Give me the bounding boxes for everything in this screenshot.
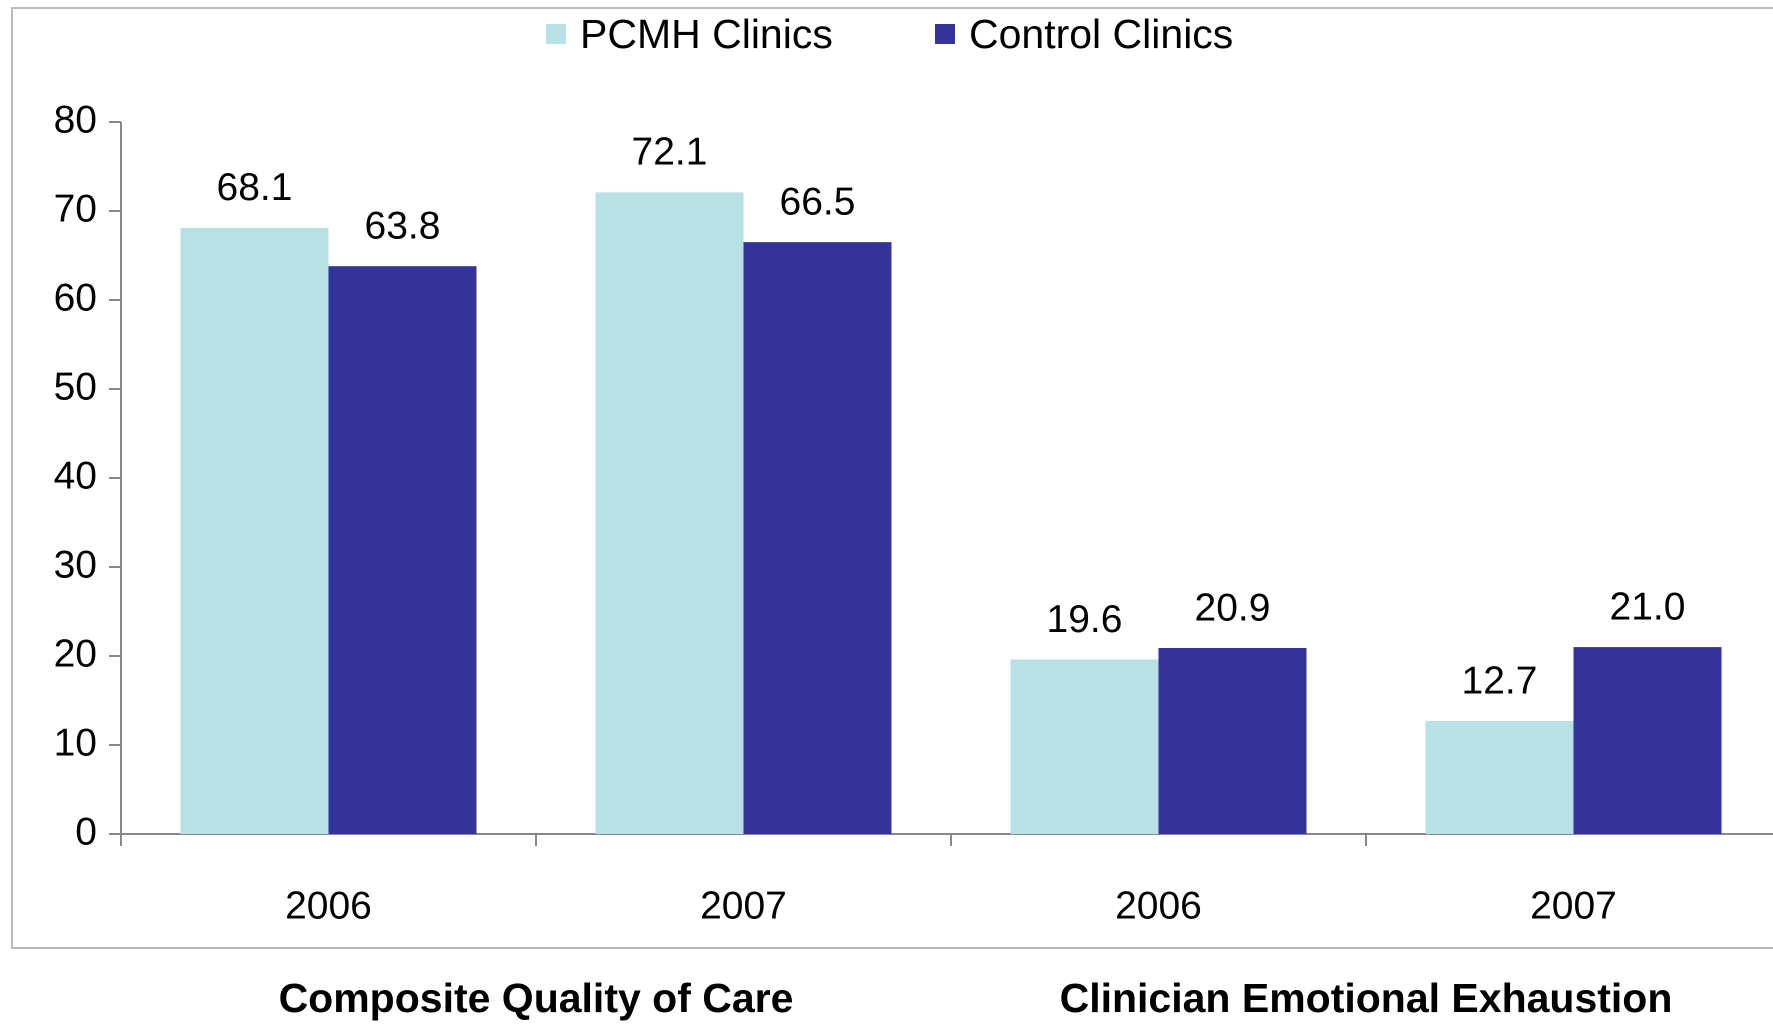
legend-label: Control Clinics	[969, 11, 1233, 57]
y-tick-label: 10	[54, 721, 97, 764]
y-tick-label: 70	[54, 187, 97, 230]
bar	[180, 227, 329, 834]
bar	[1425, 720, 1574, 834]
y-tick-label: 80	[54, 98, 97, 141]
bar	[743, 242, 892, 834]
bar	[595, 192, 744, 834]
group-label: Composite Quality of Care	[279, 975, 794, 1021]
y-tick-label: 50	[54, 365, 97, 408]
x-tick-label: 2006	[1115, 884, 1202, 927]
y-tick-label: 60	[54, 276, 97, 319]
x-tick-label: 2006	[285, 884, 372, 927]
bar	[328, 266, 477, 834]
bar	[1158, 647, 1307, 834]
value-label: 66.5	[780, 180, 856, 223]
y-tick-label: 20	[54, 632, 97, 675]
y-tick-label: 30	[54, 543, 97, 586]
value-label: 12.7	[1462, 659, 1538, 702]
value-label: 72.1	[632, 131, 708, 174]
group-label: Clinician Emotional Exhaustion	[1060, 975, 1673, 1021]
value-label: 20.9	[1195, 586, 1271, 629]
value-label: 63.8	[365, 204, 441, 247]
legend-label: PCMH Clinics	[580, 11, 833, 57]
bar	[1010, 659, 1159, 834]
x-tick-label: 2007	[700, 884, 787, 927]
y-tick-label: 0	[75, 810, 97, 853]
bar	[1573, 647, 1722, 834]
x-tick-label: 2007	[1530, 884, 1617, 927]
legend-swatch	[935, 24, 955, 44]
value-label: 19.6	[1047, 598, 1123, 641]
y-tick-label: 40	[54, 454, 97, 497]
legend-swatch	[546, 24, 566, 44]
value-label: 68.1	[217, 166, 293, 209]
value-label: 21.0	[1610, 585, 1686, 628]
